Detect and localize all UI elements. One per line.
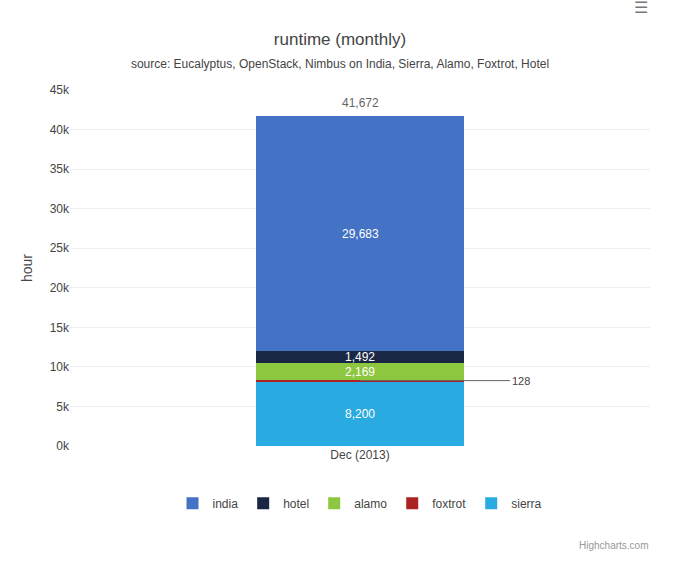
svg-text:india: india <box>213 497 239 511</box>
svg-text:30k: 30k <box>50 202 70 216</box>
svg-text:128: 128 <box>512 375 530 387</box>
svg-text:☰: ☰ <box>634 0 648 17</box>
svg-text:alamo: alamo <box>354 497 387 511</box>
svg-text:foxtrot: foxtrot <box>432 497 466 511</box>
svg-text:Dec (2013): Dec (2013) <box>330 448 389 462</box>
svg-text:sierra: sierra <box>511 497 541 511</box>
svg-text:Highcharts.com: Highcharts.com <box>579 540 648 551</box>
svg-text:25k: 25k <box>50 241 70 255</box>
svg-text:hour: hour <box>19 254 35 282</box>
svg-text:source: Eucalyptus, OpenStack,: source: Eucalyptus, OpenStack, Nimbus on… <box>131 57 549 71</box>
svg-text:5k: 5k <box>56 400 70 414</box>
svg-text:29,683: 29,683 <box>342 227 379 241</box>
svg-text:runtime (monthly): runtime (monthly) <box>274 30 406 49</box>
svg-text:2,169: 2,169 <box>345 365 375 379</box>
svg-text:0k: 0k <box>56 439 70 453</box>
svg-text:40k: 40k <box>50 123 70 137</box>
svg-text:35k: 35k <box>50 162 70 176</box>
svg-text:10k: 10k <box>50 360 70 374</box>
svg-text:15k: 15k <box>50 321 70 335</box>
svg-text:1,492: 1,492 <box>345 350 375 364</box>
svg-text:20k: 20k <box>50 281 70 295</box>
svg-text:45k: 45k <box>50 83 70 97</box>
svg-text:41,672: 41,672 <box>342 96 379 110</box>
svg-text:8,200: 8,200 <box>345 407 375 421</box>
svg-text:hotel: hotel <box>283 497 309 511</box>
